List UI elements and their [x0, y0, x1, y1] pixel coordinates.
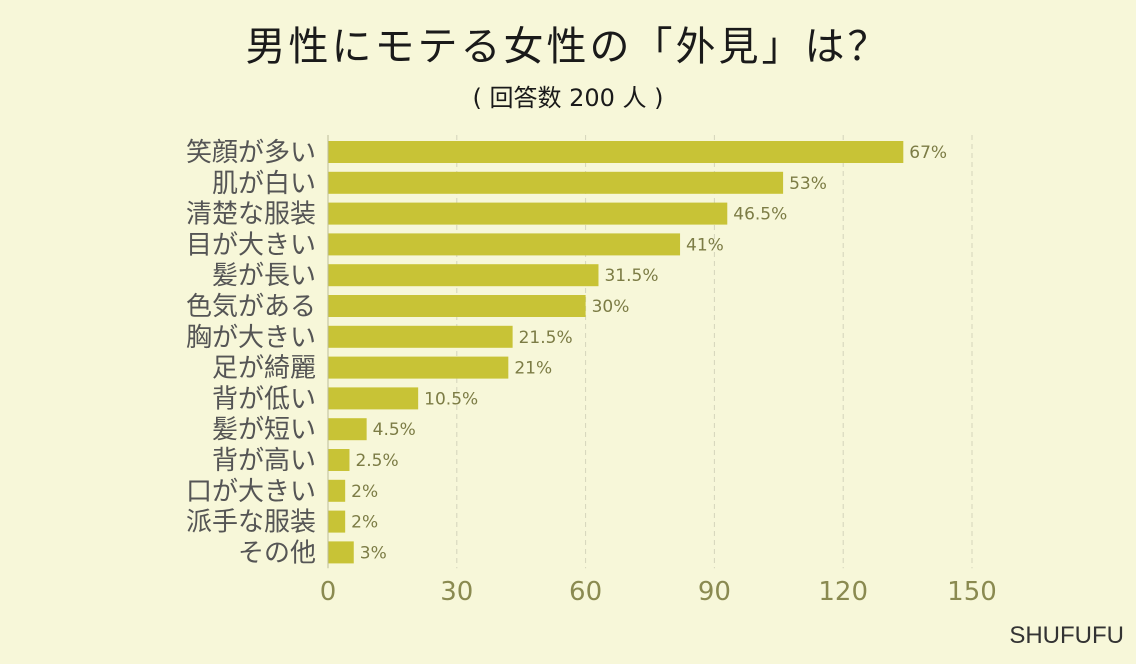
bar: [328, 264, 599, 287]
bar: [328, 356, 509, 379]
category-label: 背が低い: [212, 384, 316, 414]
category-label: 清楚な服装: [186, 200, 316, 230]
category-label: 目が大きい: [186, 230, 316, 260]
chart-subtitle: ( 回答数 200 人 ): [472, 84, 664, 112]
bar: [328, 449, 350, 471]
bar: [328, 202, 728, 225]
category-label: 色気がある: [186, 292, 316, 322]
bar: [328, 479, 346, 502]
bar: [328, 233, 681, 256]
value-label: 2%: [351, 482, 378, 502]
category-label: 笑顔が多い: [186, 138, 316, 168]
value-label: 30%: [592, 297, 630, 317]
category-label: 派手な服装: [186, 508, 316, 538]
chart-title: 男性にモテる女性の「外見」は？: [245, 24, 891, 70]
x-tick-label: 0: [320, 577, 337, 607]
bar: [328, 141, 904, 163]
bar: [328, 325, 513, 348]
category-label: 髪が短い: [212, 415, 316, 445]
category-label: 背が高い: [212, 446, 316, 476]
value-label: 67%: [909, 143, 947, 163]
bar: [328, 541, 354, 564]
value-label: 4.5%: [373, 420, 416, 440]
category-label: 胸が大きい: [186, 323, 316, 353]
value-label: 3%: [360, 543, 387, 563]
bar: [328, 510, 346, 533]
bar: [328, 171, 784, 194]
value-label: 21.5%: [519, 328, 573, 348]
value-label: 31.5%: [604, 266, 658, 286]
category-label: 足が綺麗: [212, 354, 316, 384]
brand-logo-text: SHUFUFU: [1009, 622, 1124, 649]
category-label: 口が大きい: [186, 477, 316, 507]
value-label: 53%: [789, 174, 827, 194]
category-label: 肌が白い: [212, 169, 316, 199]
bar: [328, 387, 419, 410]
bar: [328, 295, 586, 317]
value-label: 41%: [686, 235, 724, 255]
category-label: 髪が長い: [212, 261, 316, 291]
x-tick-label: 30: [440, 577, 473, 607]
value-label: 2%: [351, 513, 378, 533]
value-label: 10.5%: [424, 389, 478, 409]
value-label: 46.5%: [733, 205, 787, 225]
x-tick-label: 150: [947, 577, 997, 607]
x-tick-label: 90: [698, 577, 731, 607]
value-label: 21%: [514, 359, 552, 379]
bar: [328, 418, 367, 441]
x-tick-label: 120: [818, 577, 868, 607]
category-label: その他: [238, 538, 316, 568]
x-tick-label: 60: [569, 577, 602, 607]
value-label: 2.5%: [355, 451, 398, 471]
